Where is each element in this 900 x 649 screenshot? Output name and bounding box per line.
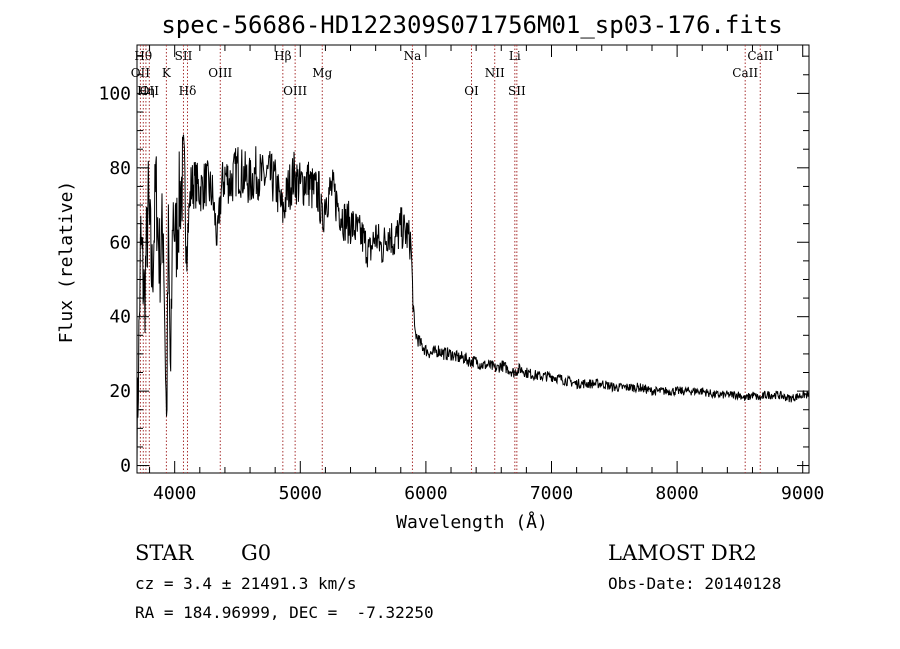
spectral-line-label: OIII [208, 66, 232, 80]
object-class: STAR [135, 541, 194, 565]
spectral-line-label: Hθ [134, 49, 152, 63]
y-tick-label: 60 [109, 232, 131, 253]
spectral-line-label: SII [508, 84, 526, 98]
y-tick-label: 80 [109, 158, 131, 179]
spectral-line-label: Hδ [179, 84, 197, 98]
survey-name: LAMOST DR2 [608, 541, 757, 565]
chart-title: spec-56686-HD122309S071756M01_sp03-176.f… [161, 11, 782, 39]
plot-border [136, 44, 810, 474]
spectral-line-label: OI [464, 84, 479, 98]
ra-dec-info: RA = 184.96999, DEC = -7.32250 [135, 603, 434, 622]
spectral-line-label: CaII [732, 66, 758, 80]
spectral-line-label: SII [175, 49, 193, 63]
spectral-line-label: K [162, 66, 172, 80]
spectral-line-markers: OIIHθHηOIIKSIIHδOIIIHβOIIIMgNaOINIILiSII… [131, 45, 773, 473]
x-tick-label: 7000 [530, 483, 573, 504]
x-axis-ticks: 4000 5000 6000 7000 8000 9000 [149, 45, 824, 504]
spectral-line-label: Mg [312, 66, 332, 80]
spectral-line-label: Na [404, 49, 422, 63]
spectral-line-label: OIII [283, 84, 307, 98]
y-tick-label: 0 [120, 456, 131, 477]
spectral-line-label: CaII [747, 49, 773, 63]
spectral-line-label: NII [485, 66, 505, 80]
spectrum-series [137, 134, 809, 470]
spectral-line-label: Hη [137, 84, 155, 98]
y-axis-ticks: 0 20 40 60 80 100 [98, 55, 809, 477]
x-tick-label: 9000 [781, 483, 824, 504]
x-tick-label: 4000 [153, 483, 196, 504]
x-tick-label: 5000 [279, 483, 322, 504]
y-tick-label: 20 [109, 381, 131, 402]
spectral-line-label: Li [509, 49, 521, 63]
x-tick-label: 8000 [655, 483, 698, 504]
redshift-info: cz = 3.4 ± 21491.3 km/s [135, 574, 357, 593]
y-axis-label: Flux (relative) [56, 181, 77, 344]
x-axis-label: Wavelength (Å) [396, 511, 548, 533]
y-tick-label: 100 [98, 83, 131, 104]
spectrum-line [137, 134, 809, 470]
spectral-line-label: Hβ [274, 49, 291, 63]
observation-date: Obs-Date: 20140128 [608, 574, 782, 593]
x-tick-label: 6000 [404, 483, 447, 504]
y-tick-label: 40 [109, 307, 131, 328]
object-subclass: G0 [241, 541, 272, 565]
plot-frame [136, 44, 810, 474]
spectral-line-label: OII [131, 66, 151, 80]
spectral-line-label: OII [140, 84, 160, 98]
